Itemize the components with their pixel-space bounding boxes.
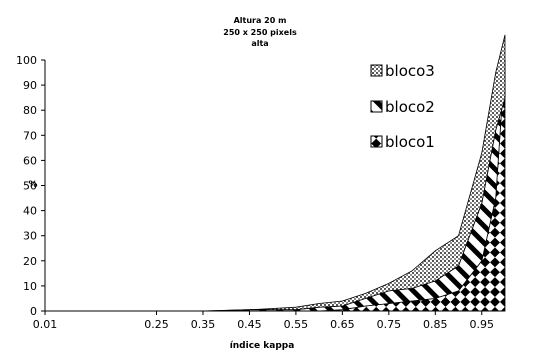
y-tick-label: 60 [23, 154, 37, 167]
legend-swatch-bloco2 [370, 100, 383, 113]
x-tick-label: 0.55 [284, 318, 309, 331]
y-tick-label: 100 [16, 54, 37, 67]
legend-item-bloco2: bloco2 [370, 98, 435, 116]
x-tick-label: 0.85 [423, 318, 448, 331]
y-axis-label: % [28, 180, 37, 190]
y-tick-label: 0 [30, 305, 37, 318]
legend-label-bloco3: bloco3 [385, 62, 435, 80]
y-tick-label: 70 [23, 129, 37, 142]
chart-title-line-1: Altura 20 m [234, 16, 287, 25]
x-axis-label: índice kappa [230, 341, 295, 351]
y-tick-label: 10 [23, 280, 37, 293]
area-bloco3 [45, 34, 506, 312]
y-axis-ticks: 0 10 20 30 40 50 60 70 80 90 100 [16, 54, 45, 318]
x-axis-ticks: 0.01 0.25 0.35 0.45 0.55 0.65 0.75 0.85 0.95 [33, 311, 494, 331]
x-tick-label: 0.45 [237, 318, 262, 331]
y-tick-label: 90 [23, 79, 37, 92]
chart-title-line-3: alta [251, 39, 268, 48]
x-tick-label: 0.01 [33, 318, 58, 331]
legend-label-bloco1: bloco1 [385, 133, 435, 151]
chart-title-line-2: 250 x 250 pixels [223, 28, 297, 37]
area-series-group [45, 34, 506, 312]
x-tick-label: 0.75 [377, 318, 402, 331]
legend: bloco3 bloco2 bloco1 [370, 62, 435, 151]
x-tick-label: 0.35 [191, 318, 216, 331]
x-tick-label: 0.65 [330, 318, 355, 331]
legend-swatch-bloco1 [370, 135, 383, 148]
y-tick-label: 40 [23, 205, 37, 218]
y-tick-label: 80 [23, 104, 37, 117]
y-tick-label: 50 [23, 180, 37, 193]
legend-item-bloco3: bloco3 [370, 62, 435, 80]
x-tick-label: 0.95 [470, 318, 495, 331]
legend-item-bloco1: bloco1 [370, 133, 435, 151]
x-tick-label: 0.25 [144, 318, 169, 331]
legend-swatch-bloco3 [370, 64, 383, 77]
legend-label-bloco2: bloco2 [385, 98, 435, 116]
y-tick-label: 30 [23, 230, 37, 243]
y-tick-label: 20 [23, 255, 37, 268]
